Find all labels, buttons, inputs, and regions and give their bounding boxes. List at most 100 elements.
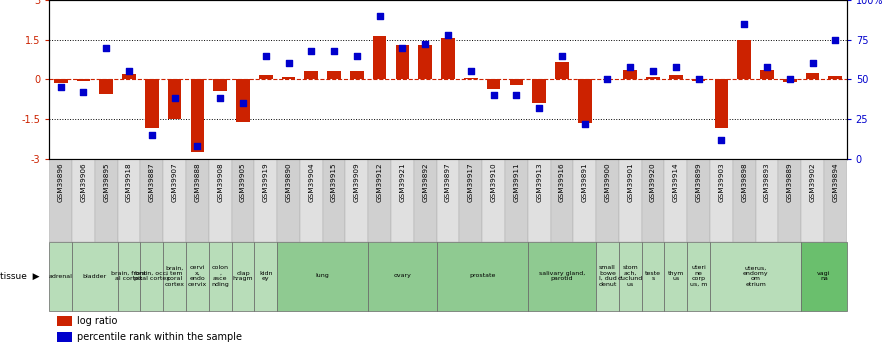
Text: GSM39916: GSM39916	[559, 163, 564, 203]
Bar	[117, 159, 141, 242]
Point	[395, 45, 409, 50]
Point	[213, 96, 228, 101]
Text: GSM39896: GSM39896	[57, 163, 64, 203]
Bar	[715, 79, 728, 128]
Text: GSM39920: GSM39920	[650, 163, 656, 203]
Point	[122, 69, 136, 74]
Bar	[783, 79, 797, 82]
Bar	[254, 159, 277, 242]
Bar	[755, 159, 779, 242]
Bar	[368, 241, 436, 310]
Text: brain, front
al cortex: brain, front al cortex	[111, 271, 147, 281]
Bar	[737, 40, 751, 79]
Text: GSM39918: GSM39918	[126, 163, 132, 203]
Bar	[350, 71, 364, 79]
Point	[418, 42, 433, 47]
Point	[578, 121, 592, 127]
Text: GSM39899: GSM39899	[695, 163, 702, 203]
Text: GSM39908: GSM39908	[217, 163, 223, 203]
Text: vagi
na: vagi na	[817, 271, 831, 281]
Text: brain, occi
pital cortex: brain, occi pital cortex	[134, 271, 169, 281]
Bar	[687, 241, 710, 310]
Bar	[99, 79, 113, 94]
Text: GSM39907: GSM39907	[172, 163, 177, 203]
Bar	[168, 79, 181, 119]
Bar	[277, 159, 300, 242]
Bar	[642, 159, 665, 242]
Bar	[596, 241, 619, 310]
Bar	[117, 241, 141, 310]
Point	[668, 64, 683, 69]
Bar	[505, 159, 528, 242]
Bar	[209, 159, 231, 242]
Bar	[460, 159, 482, 242]
Bar	[687, 159, 710, 242]
Text: small
bowe
l, dud
denut: small bowe l, dud denut	[599, 265, 616, 287]
Point	[327, 48, 341, 53]
Bar	[277, 241, 368, 310]
Bar	[327, 71, 340, 79]
Bar	[57, 332, 72, 342]
Text: adrenal: adrenal	[48, 274, 73, 278]
Bar	[186, 159, 209, 242]
Text: thym
us: thym us	[668, 271, 684, 281]
Text: GSM39904: GSM39904	[308, 163, 314, 203]
Point	[463, 69, 478, 74]
Bar	[806, 73, 819, 79]
Bar	[619, 241, 642, 310]
Point	[509, 92, 523, 98]
Text: teste
s: teste s	[645, 271, 661, 281]
Point	[692, 77, 706, 82]
Point	[623, 64, 637, 69]
Bar	[596, 159, 619, 242]
Bar	[57, 316, 72, 326]
Text: GSM39900: GSM39900	[605, 163, 610, 203]
Bar	[396, 45, 409, 79]
Bar	[95, 159, 117, 242]
Bar	[692, 79, 705, 81]
Bar	[259, 76, 272, 79]
Point	[373, 13, 387, 19]
Bar	[373, 36, 386, 79]
Bar	[300, 159, 323, 242]
Text: GSM39895: GSM39895	[103, 163, 109, 203]
Text: tissue  ▶: tissue ▶	[0, 272, 39, 280]
Bar	[122, 73, 136, 79]
Bar	[824, 159, 847, 242]
Text: kidn
ey: kidn ey	[259, 271, 272, 281]
Text: GSM39898: GSM39898	[741, 163, 747, 203]
Text: prostate: prostate	[469, 274, 495, 278]
Bar	[186, 241, 209, 310]
Point	[99, 45, 114, 50]
Bar	[482, 159, 505, 242]
Bar	[323, 159, 346, 242]
Bar	[141, 241, 163, 310]
Point	[144, 132, 159, 138]
Bar	[163, 159, 186, 242]
Bar	[528, 159, 550, 242]
Bar	[231, 159, 254, 242]
Bar	[710, 241, 801, 310]
Text: log ratio: log ratio	[77, 316, 117, 326]
Point	[782, 77, 797, 82]
Bar	[464, 78, 478, 79]
Text: uteri
ne
corp
us, m: uteri ne corp us, m	[690, 265, 707, 287]
Text: salivary gland,
parotid: salivary gland, parotid	[538, 271, 585, 281]
Bar	[733, 159, 755, 242]
Bar	[779, 159, 801, 242]
Bar	[510, 79, 523, 85]
Bar	[642, 241, 665, 310]
Bar	[578, 79, 591, 123]
Text: GSM39917: GSM39917	[468, 163, 474, 203]
Text: GSM39890: GSM39890	[286, 163, 291, 203]
Point	[76, 89, 90, 95]
Bar	[414, 159, 436, 242]
Point	[532, 105, 547, 111]
Point	[168, 96, 182, 101]
Text: GSM39888: GSM39888	[194, 163, 201, 203]
Point	[236, 100, 250, 106]
Text: GSM39902: GSM39902	[810, 163, 815, 203]
Bar	[209, 241, 231, 310]
Bar	[710, 159, 733, 242]
Text: percentile rank within the sample: percentile rank within the sample	[77, 332, 242, 342]
